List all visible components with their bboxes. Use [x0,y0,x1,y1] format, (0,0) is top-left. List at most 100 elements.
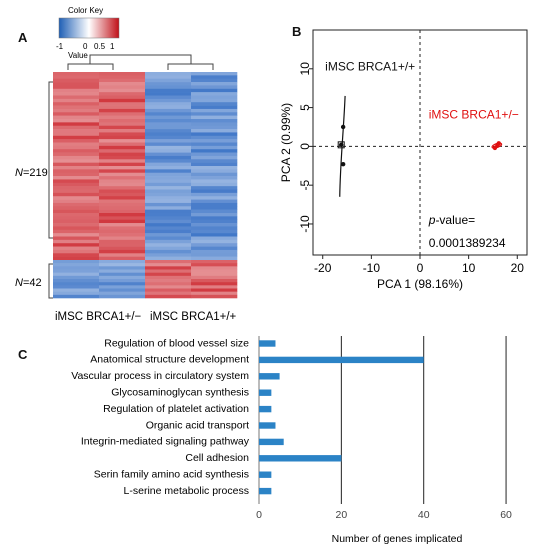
heatmap-cell [191,169,238,174]
pca-x-tick-label: 20 [511,261,525,275]
heatmap-cell [191,282,238,286]
heatmap-cell [191,95,238,100]
bar [259,340,276,347]
heatmap-cell [191,149,238,153]
heatmap-cell [145,125,192,130]
heatmap-cell [99,282,146,286]
heatmap-cell [191,122,238,127]
heatmap-cell [99,196,146,200]
heatmap-cell [191,152,238,157]
heatmap-cell [145,291,192,296]
heatmap-cell [99,256,146,261]
bar [259,487,272,495]
heatmap-cell [191,226,238,231]
heatmap-cell [53,122,100,127]
heatmap-cell [53,162,100,167]
heatmap-cell [53,236,100,241]
heatmap-cell [145,219,192,224]
heatmap-cell [53,172,100,177]
heatmap-cell [99,142,146,147]
heatmap-cell [99,166,146,170]
heatmap-cell [53,275,100,280]
heatmap-cell [99,159,146,163]
heatmap-cell [99,155,146,160]
heatmap-cell [191,142,238,147]
heatmap-cell [99,115,146,120]
heatmap-cell [53,189,100,194]
heatmap-cell [145,108,192,113]
bar-x-tick-label: 20 [336,509,348,521]
heatmap-cell [53,105,100,110]
heatmap-cell [145,196,192,200]
heatmap-cell [53,119,100,123]
heatmap-cell [99,162,146,167]
heatmap-cell [145,206,192,210]
panel-b-label: B [292,24,302,39]
heatmap-cell [191,223,238,227]
heatmap-cell [99,85,146,90]
heatmap-cell [99,98,146,103]
heatmap-cell [191,105,238,110]
bar-category-label: Serin family amino acid synthesis [94,468,249,480]
heatmap-cell [99,219,146,224]
heatmap-cell [53,125,100,130]
heatmap-cell [99,132,146,137]
heatmap-cell [191,216,238,221]
heatmap-cell [145,75,192,80]
bar-x-tick-label: 60 [500,509,512,521]
heatmap-cell [145,249,192,254]
heatmap-cell [99,243,146,247]
bar-x-axis-label: Number of genes implicated [332,533,463,545]
bar-x-tick-label: 40 [418,509,430,521]
heatmap-cell [53,288,100,292]
heatmap-cell [145,92,192,96]
heatmap-cell [99,105,146,110]
heatmap-cell [99,263,146,267]
heatmap-cell [99,119,146,123]
heatmap-cell [53,229,100,234]
heatmap-cell [145,129,192,133]
heatmap-cell [53,108,100,113]
heatmap-cell [53,266,100,270]
heatmap-cell [99,202,146,207]
bar-category-label: Cell adhesion [185,452,249,464]
heatmap-cell [99,169,146,174]
heatmap-cell [99,269,146,273]
bar-category-label: L-serine metabolic process [124,485,249,497]
heatmap-cell [145,213,192,217]
heatmap-cell [191,135,238,140]
heatmap-cell [99,122,146,127]
heatmap-cell [145,266,192,270]
heatmap-cell [99,92,146,96]
heatmap-cell [191,256,238,261]
color-key-axis-label: Value [68,51,88,60]
pca-y-tick-label: 10 [298,62,312,76]
heatmap-cell [53,246,100,251]
heatmap-cell [99,192,146,197]
heatmap-cell [99,102,146,106]
heatmap-cell [53,85,100,90]
heatmap-cell [53,135,100,140]
heatmap-cell [145,269,192,273]
heatmap-cell [53,209,100,214]
heatmap-col-label: iMSC BRCA1+/− [55,311,142,323]
color-key-tick: 0 [83,42,88,51]
heatmap-cell [191,155,238,160]
heatmap-cell [99,285,146,289]
heatmap-cell [99,172,146,177]
bar [259,471,272,478]
heatmap-cell [145,98,192,103]
pca-y-tick-label: -5 [298,180,312,191]
heatmap-cell [53,72,100,76]
heatmap-cell [145,82,192,86]
heatmap-cell [53,166,100,170]
heatmap-cell [99,239,146,244]
heatmap-cell [99,275,146,280]
heatmap-cell [99,209,146,214]
pca-y-tick-label: 0 [298,143,312,150]
heatmap-cell [53,75,100,80]
heatmap-cell [145,243,192,247]
heatmap-cell [145,135,192,140]
heatmap-cell [145,119,192,123]
heatmap-cell [191,229,238,234]
